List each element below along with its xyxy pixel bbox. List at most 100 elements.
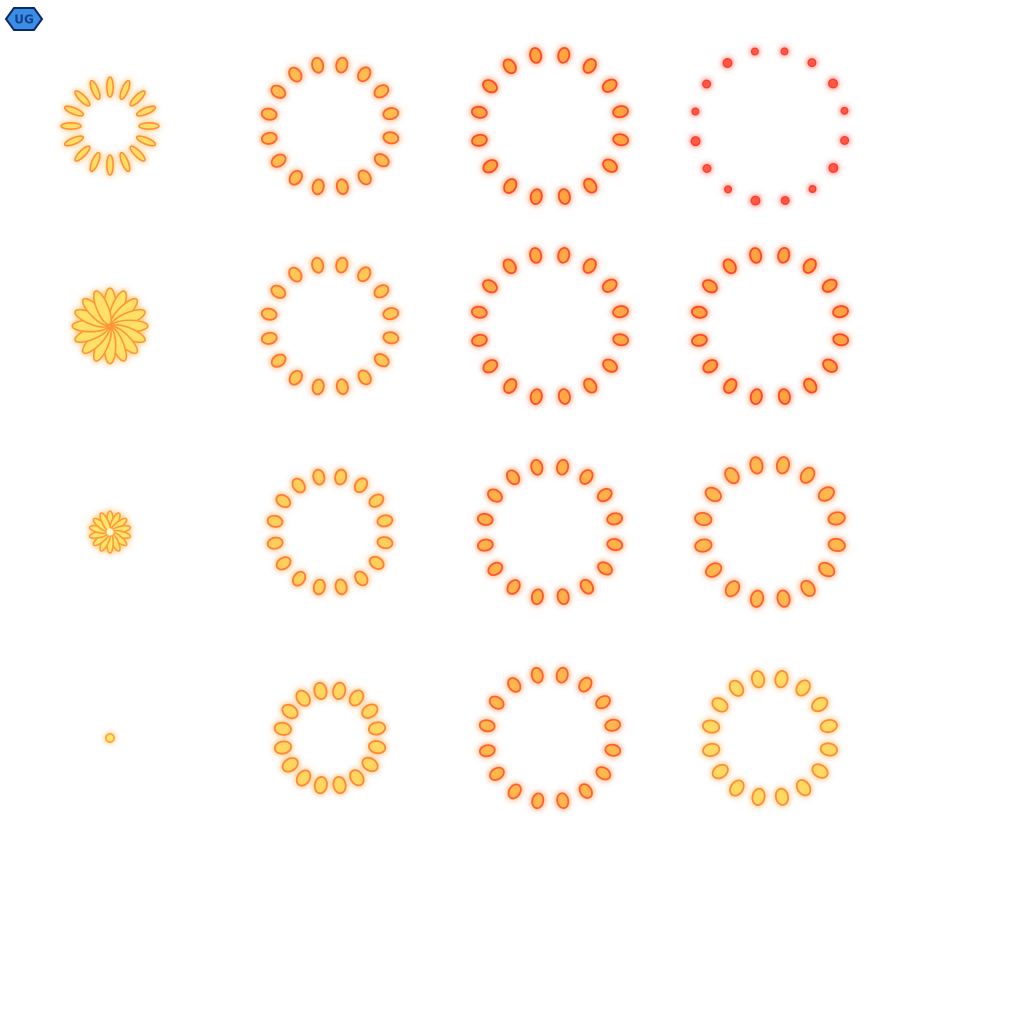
ring-petal xyxy=(749,388,763,406)
ring-petal xyxy=(273,740,293,755)
ring-petal xyxy=(751,787,766,806)
ring-petal xyxy=(557,246,571,264)
burst-petal xyxy=(119,151,131,173)
ring-petal xyxy=(503,378,518,394)
ring-petal xyxy=(818,561,836,578)
spark-particle xyxy=(690,136,701,147)
ring-petal xyxy=(482,359,499,374)
frames-layer xyxy=(60,46,850,810)
frame-5 xyxy=(273,681,387,795)
ring-petal xyxy=(602,358,618,373)
ring-petal xyxy=(507,677,522,693)
ring-petal xyxy=(260,131,278,145)
ring-petal xyxy=(312,578,326,596)
ring-petal xyxy=(694,538,713,553)
ring-petal xyxy=(335,378,349,396)
ring-petal xyxy=(777,246,791,264)
ring-petal xyxy=(476,512,494,526)
burst-petal xyxy=(74,145,91,162)
ring-petal xyxy=(817,486,835,502)
ring-petal xyxy=(266,536,284,550)
frame-2 xyxy=(88,510,132,554)
ring-petal xyxy=(749,247,763,264)
ring-petal xyxy=(335,178,349,196)
ring-petal xyxy=(476,538,494,552)
ring-petal xyxy=(579,469,594,485)
frame-6 xyxy=(266,468,394,596)
burst-petal xyxy=(135,135,157,147)
ring-petal xyxy=(601,278,618,293)
ring-petal xyxy=(471,133,488,147)
spark-particle xyxy=(840,136,850,146)
ring-petal xyxy=(583,377,598,394)
ring-petal xyxy=(357,66,372,83)
ring-petal xyxy=(373,353,390,368)
ring-petal xyxy=(312,468,326,486)
ring-petal xyxy=(578,676,593,693)
ring-petal xyxy=(583,177,598,194)
ring-petal xyxy=(694,511,713,527)
ring-petal xyxy=(597,561,613,576)
ring-petal xyxy=(827,537,846,553)
ring-petal xyxy=(582,258,597,274)
ring-petal xyxy=(382,131,400,145)
ring-petal xyxy=(503,178,518,194)
frame-10 xyxy=(476,458,624,606)
ring-petal xyxy=(335,256,349,274)
ring-petal xyxy=(357,369,372,386)
ring-petal xyxy=(295,689,311,707)
frame-13 xyxy=(702,670,838,806)
ring-petal xyxy=(291,477,306,494)
spark-particle xyxy=(702,79,712,89)
ring-petal xyxy=(313,776,328,795)
ring-petal xyxy=(811,696,829,713)
ring-petal xyxy=(530,458,544,476)
ring-petal xyxy=(529,388,543,406)
ring-petal xyxy=(367,721,387,736)
ring-petal xyxy=(774,787,790,806)
ring-petal xyxy=(376,514,394,528)
ring-petal xyxy=(529,247,543,264)
ring-petal xyxy=(478,719,496,733)
ring-petal xyxy=(270,153,287,168)
spark-particle xyxy=(780,47,789,56)
ring-petal xyxy=(811,763,829,779)
ring-petal xyxy=(357,266,372,283)
ring-petal xyxy=(612,133,630,147)
ring-petal xyxy=(749,456,764,475)
ring-petal xyxy=(502,58,517,75)
burst-petal xyxy=(129,90,146,107)
ring-petal xyxy=(555,666,569,684)
ring-petal xyxy=(260,307,278,321)
ring-petal xyxy=(275,556,292,571)
burst-petal xyxy=(106,76,115,98)
ring-petal xyxy=(334,468,348,486)
ring-petal xyxy=(557,388,571,405)
ring-petal xyxy=(819,718,838,734)
ring-petal xyxy=(776,589,791,608)
ring-petal xyxy=(361,703,379,719)
ring-petal xyxy=(260,331,278,345)
ring-petal xyxy=(470,305,488,319)
ring-petal xyxy=(361,756,379,773)
ring-petal xyxy=(313,681,328,701)
spark-particle xyxy=(828,78,839,89)
spark-particle xyxy=(828,162,839,173)
frame-11 xyxy=(470,246,630,406)
ring-petal xyxy=(288,369,303,386)
ring-petal xyxy=(529,188,543,206)
burst-petal xyxy=(92,290,112,326)
burst-petal xyxy=(129,145,146,162)
ring-petal xyxy=(349,769,365,787)
ring-petal xyxy=(750,670,766,689)
ring-petal xyxy=(702,719,721,734)
ring-petal xyxy=(270,84,287,99)
logo-badge: UG xyxy=(4,7,44,31)
ring-petal xyxy=(505,469,521,486)
burst-petal xyxy=(74,90,91,107)
burst-petal xyxy=(89,79,101,101)
ring-petal xyxy=(802,258,817,274)
ring-petal xyxy=(357,169,372,186)
frame-8 xyxy=(260,56,400,196)
ring-petal xyxy=(556,588,570,606)
